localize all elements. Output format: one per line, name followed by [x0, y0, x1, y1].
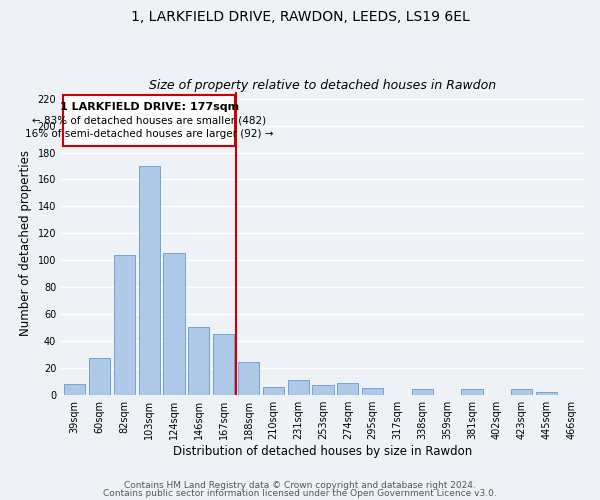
Title: Size of property relative to detached houses in Rawdon: Size of property relative to detached ho…	[149, 79, 497, 92]
Bar	[238, 362, 259, 394]
Bar	[461, 390, 482, 394]
Bar	[337, 382, 358, 394]
Text: 1 LARKFIELD DRIVE: 177sqm: 1 LARKFIELD DRIVE: 177sqm	[59, 102, 239, 112]
Text: Contains public sector information licensed under the Open Government Licence v3: Contains public sector information licen…	[103, 488, 497, 498]
Bar	[89, 358, 110, 394]
Text: Contains HM Land Registry data © Crown copyright and database right 2024.: Contains HM Land Registry data © Crown c…	[124, 481, 476, 490]
Bar	[313, 386, 334, 394]
Y-axis label: Number of detached properties: Number of detached properties	[19, 150, 32, 336]
Bar	[263, 386, 284, 394]
Bar	[114, 255, 135, 394]
Bar	[213, 334, 234, 394]
Bar	[139, 166, 160, 394]
Text: 1, LARKFIELD DRIVE, RAWDON, LEEDS, LS19 6EL: 1, LARKFIELD DRIVE, RAWDON, LEEDS, LS19 …	[131, 10, 469, 24]
Bar	[362, 388, 383, 394]
Bar	[511, 390, 532, 394]
Bar	[536, 392, 557, 394]
Text: ← 83% of detached houses are smaller (482): ← 83% of detached houses are smaller (48…	[32, 116, 266, 126]
Bar	[188, 328, 209, 394]
X-axis label: Distribution of detached houses by size in Rawdon: Distribution of detached houses by size …	[173, 444, 473, 458]
Bar	[64, 384, 85, 394]
Bar	[64, 94, 235, 146]
Bar	[163, 254, 185, 394]
Bar	[287, 380, 309, 394]
Bar	[412, 390, 433, 394]
Text: 16% of semi-detached houses are larger (92) →: 16% of semi-detached houses are larger (…	[25, 128, 274, 138]
